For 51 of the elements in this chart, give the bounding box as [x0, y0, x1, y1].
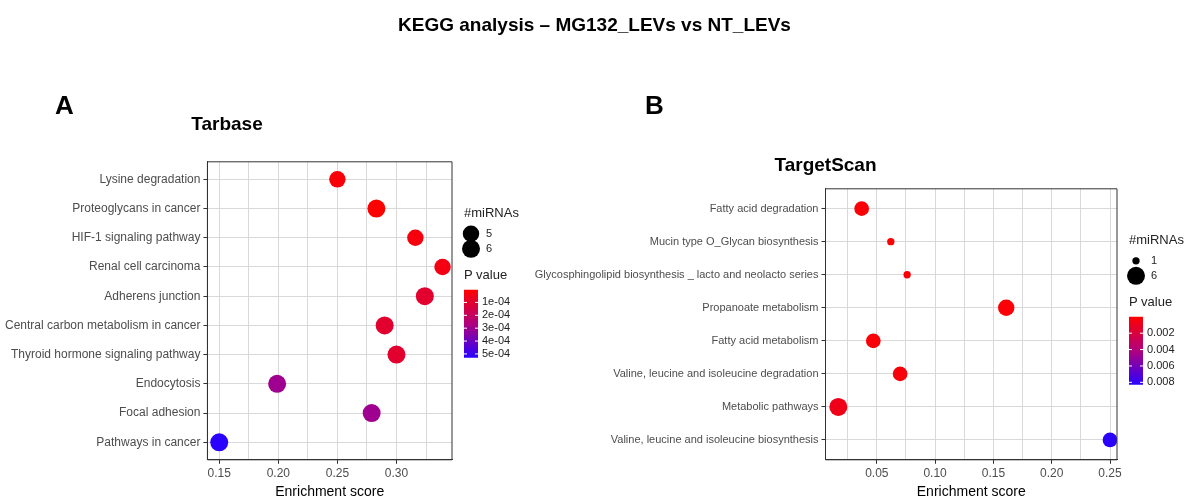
- y-tick-label: Glycosphingolipid biosynthesis _ lacto and neolacto series: [534, 267, 819, 280]
- x-axis-title: Enrichment score: [275, 483, 385, 500]
- color-bar-label: 1e-04: [482, 295, 511, 308]
- y-tick-label: Valine, leucine and isoleucine degradation: [613, 366, 819, 379]
- y-tick-label: Lysine degradation: [99, 171, 201, 186]
- legend-label: 6: [486, 241, 493, 254]
- x-tick-label: 0.05: [865, 466, 889, 481]
- x-tick-label: 0.20: [1040, 466, 1064, 481]
- legend-title: #miRNAs: [1129, 232, 1185, 248]
- chart-title: Tarbase: [191, 112, 263, 134]
- color-bar-label: 2e-04: [482, 308, 511, 321]
- y-tick-label: HIF-1 signaling pathway: [71, 230, 201, 245]
- y-tick-label: Proteoglycans in cancer: [72, 200, 201, 215]
- x-tick-label: 0.25: [325, 466, 350, 481]
- color-bar-label: 3e-04: [482, 321, 511, 334]
- x-tick-label: 0.25: [1098, 466, 1123, 481]
- y-tick-label: Fatty acid degradation: [709, 201, 819, 214]
- y-tick-label: Focal adhesion: [119, 405, 201, 420]
- y-tick-label: Metabolic pathways: [721, 399, 819, 412]
- x-tick-label: 0.10: [923, 466, 948, 481]
- color-bar-title: P value: [1129, 294, 1173, 310]
- y-tick-label: Fatty acid metabolism: [711, 333, 819, 346]
- legend-label: 6: [1151, 268, 1158, 281]
- y-tick-label: Adherens junction: [104, 288, 201, 303]
- color-bar-label: 4e-04: [482, 334, 511, 347]
- y-tick-label: Endocytosis: [135, 376, 201, 391]
- y-tick-label: Propanoate metabolism: [702, 300, 819, 313]
- y-tick-label: Renal cell carcinoma: [89, 259, 201, 274]
- y-tick-label: Valine, leucine and isoleucine biosynthesis: [610, 433, 819, 445]
- y-tick-label: Thyroid hormone signaling pathway: [10, 346, 201, 361]
- x-axis-title: Enrichment score: [916, 483, 1026, 500]
- legend-title: #miRNAs: [464, 205, 520, 221]
- x-tick-label: 0.30: [384, 466, 409, 481]
- y-tick-label: Central carbon metabolism in cancer: [5, 317, 201, 332]
- legend-label: 5: [486, 226, 493, 239]
- color-bar-label: 0.008: [1147, 375, 1175, 388]
- text: KEGG analysis – MG132_LEVs vs NT_LEVs: [397, 14, 792, 36]
- color-bar-label: 5e-04: [482, 346, 511, 359]
- chart-title: TargetScan: [774, 153, 877, 175]
- color-bar-label: 0.006: [1147, 358, 1175, 371]
- x-tick-label: 0.20: [266, 466, 291, 481]
- y-tick-label: Pathways in cancer: [96, 434, 201, 449]
- color-bar-title: P value: [464, 267, 508, 283]
- x-tick-label: 0.15: [207, 466, 232, 481]
- text: A: [55, 90, 74, 121]
- color-bar-label: 0.002: [1147, 326, 1175, 339]
- y-tick-label: Mucin type O_Glycan biosynthesis: [649, 234, 819, 247]
- legend-label: 1: [1151, 253, 1158, 266]
- x-tick-label: 0.15: [981, 466, 1006, 481]
- text: B: [645, 90, 664, 121]
- color-bar-label: 0.004: [1147, 342, 1175, 355]
